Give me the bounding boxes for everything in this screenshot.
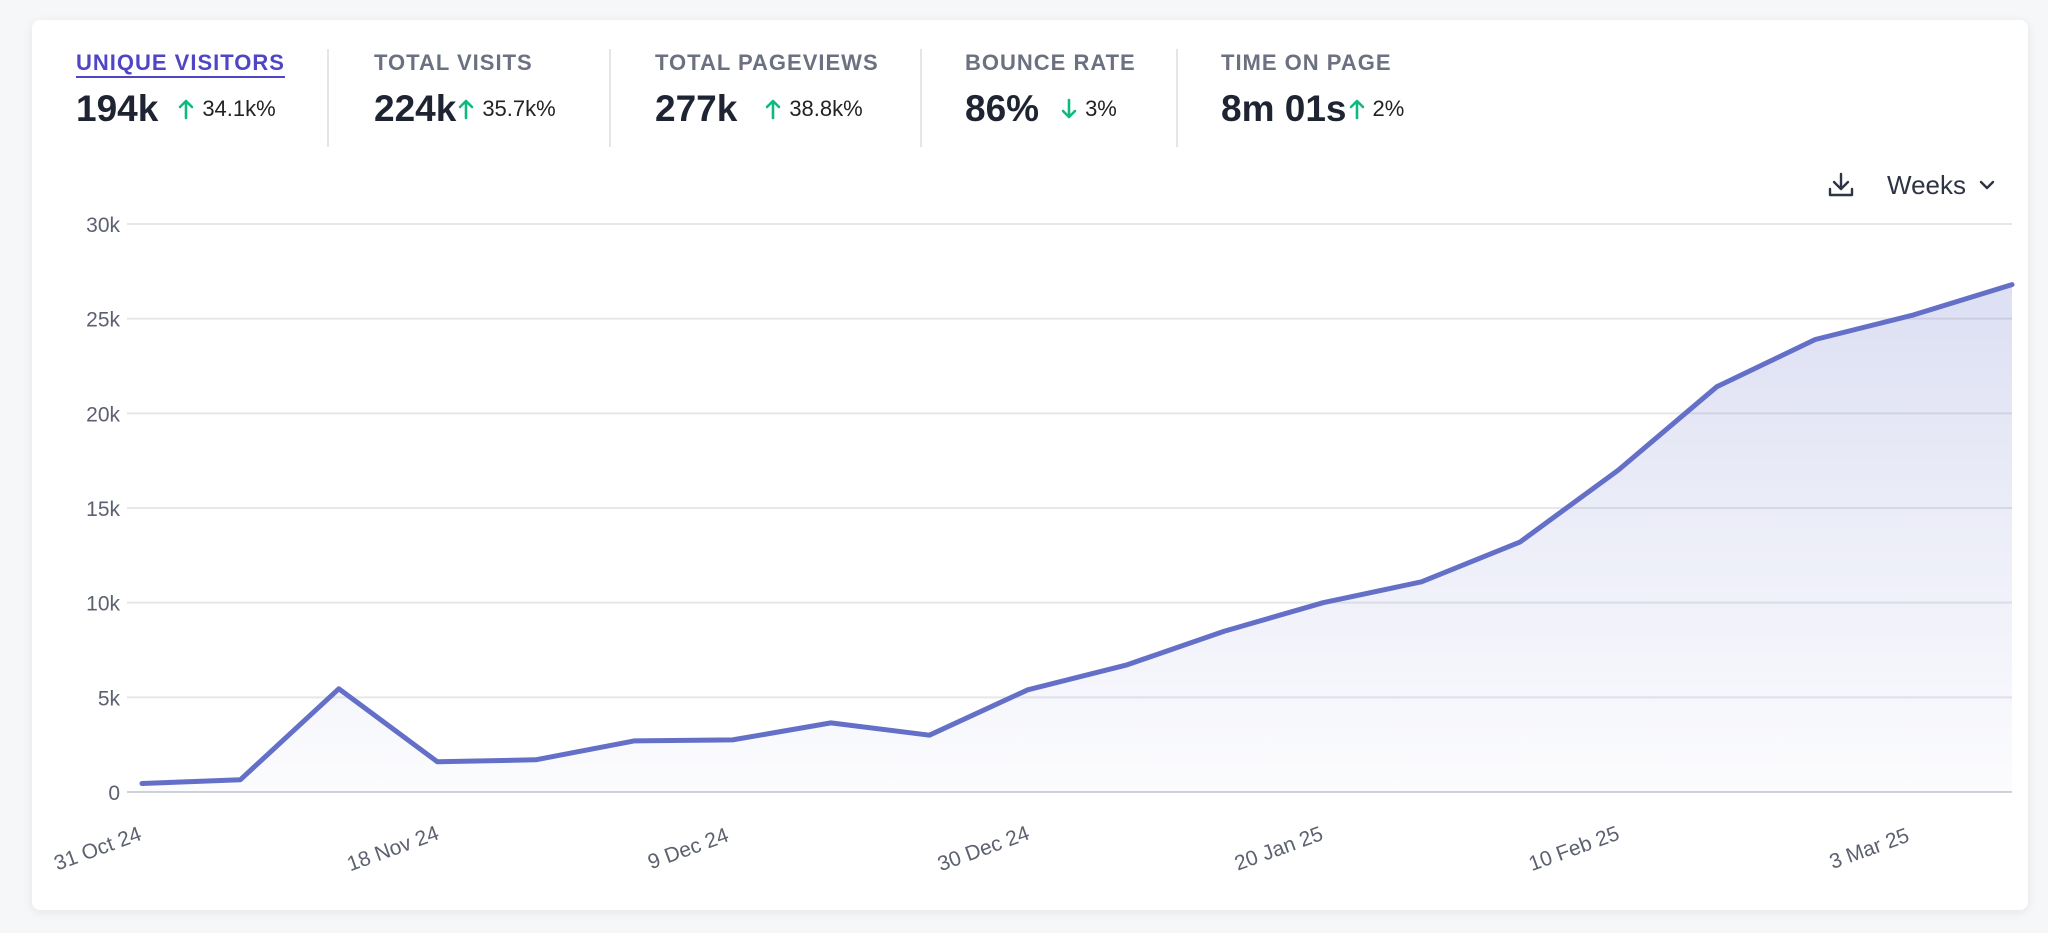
stat-label: TOTAL PAGEVIEWS bbox=[655, 50, 879, 75]
stats-bar: UNIQUE VISITORS 194k 34.1k% TOTAL VISITS… bbox=[32, 20, 1632, 150]
stat-change-value: 34.1k% bbox=[202, 96, 276, 121]
chevron-down-icon bbox=[1979, 180, 1995, 190]
stat-time-on-page[interactable]: TIME ON PAGE 8m 01s 2% bbox=[1221, 50, 1404, 150]
stat-change-value: 35.7k% bbox=[482, 96, 556, 121]
stat-change-value: 3% bbox=[1085, 96, 1117, 121]
stat-label: BOUNCE RATE bbox=[965, 50, 1136, 75]
stat-divider bbox=[1176, 49, 1178, 147]
stat-value: 86% bbox=[965, 88, 1040, 129]
stat-label: TOTAL VISITS bbox=[374, 50, 533, 75]
stat-divider bbox=[920, 49, 922, 147]
arrow-up-icon bbox=[179, 99, 194, 120]
stat-unique-visitors[interactable]: UNIQUE VISITORS 194k 34.1k% bbox=[76, 50, 285, 150]
arrow-down-icon bbox=[1061, 98, 1077, 119]
stat-change: 38.8k% bbox=[765, 96, 863, 122]
interval-select[interactable]: Weeks bbox=[1887, 170, 1996, 201]
stat-divider bbox=[609, 49, 611, 147]
stat-value: 8m 01s bbox=[1221, 88, 1347, 129]
stat-change: 2% bbox=[1349, 96, 1405, 122]
stat-label: TIME ON PAGE bbox=[1221, 50, 1392, 75]
arrow-up-icon bbox=[1349, 99, 1364, 120]
stat-change-value: 2% bbox=[1372, 96, 1405, 121]
stat-change-value: 38.8k% bbox=[789, 96, 863, 121]
arrow-up-icon bbox=[766, 99, 781, 120]
stat-value: 194k bbox=[76, 88, 159, 129]
stat-bounce-rate[interactable]: BOUNCE RATE 86% 3% bbox=[965, 50, 1136, 150]
stat-label: UNIQUE VISITORS bbox=[76, 50, 285, 75]
download-icon bbox=[1828, 172, 1854, 197]
stat-divider bbox=[327, 49, 329, 147]
stat-change: 3% bbox=[1061, 96, 1117, 122]
chart-tools: Weeks bbox=[1821, 160, 1996, 210]
arrow-up-icon bbox=[459, 99, 474, 120]
visitors-card: UNIQUE VISITORS 194k 34.1k% TOTAL VISITS… bbox=[32, 20, 2028, 910]
download-button[interactable] bbox=[1821, 165, 1861, 205]
stat-total-visits[interactable]: TOTAL VISITS 224k 35.7k% bbox=[374, 50, 556, 150]
stat-value: 224k bbox=[374, 88, 457, 129]
stat-total-pageviews[interactable]: TOTAL PAGEVIEWS 277k 38.8k% bbox=[655, 50, 879, 150]
stat-value: 277k bbox=[655, 88, 738, 129]
stat-change: 35.7k% bbox=[458, 96, 556, 122]
interval-label: Weeks bbox=[1887, 169, 1966, 200]
stat-change: 34.1k% bbox=[178, 96, 276, 122]
